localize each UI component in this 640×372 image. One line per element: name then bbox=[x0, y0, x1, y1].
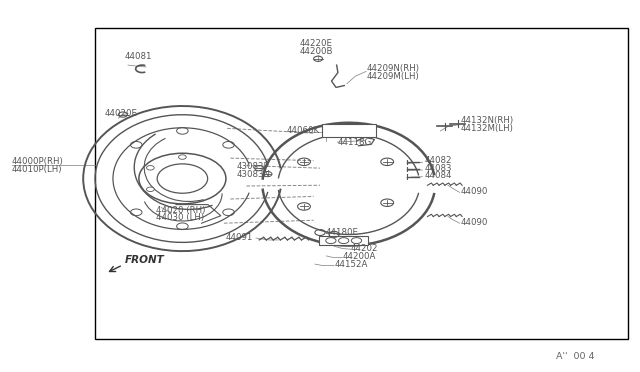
Text: 44220E: 44220E bbox=[300, 39, 333, 48]
Bar bbox=[319, 236, 368, 245]
Text: 44202: 44202 bbox=[351, 244, 378, 253]
Text: 44090: 44090 bbox=[461, 218, 488, 227]
Text: 44030 (LH): 44030 (LH) bbox=[156, 213, 204, 222]
Text: 44081: 44081 bbox=[125, 52, 152, 61]
Text: 43083N: 43083N bbox=[237, 170, 271, 179]
Circle shape bbox=[147, 166, 154, 170]
Text: 44180E: 44180E bbox=[325, 228, 358, 237]
Text: 44082: 44082 bbox=[424, 156, 452, 165]
Circle shape bbox=[147, 187, 154, 192]
Text: 44209M(LH): 44209M(LH) bbox=[366, 72, 419, 81]
Text: 44091: 44091 bbox=[225, 233, 253, 242]
Text: 44000P(RH): 44000P(RH) bbox=[12, 157, 63, 166]
Text: 44020 (RH): 44020 (RH) bbox=[156, 206, 205, 215]
Text: FRONT: FRONT bbox=[125, 256, 164, 265]
Text: 44152A: 44152A bbox=[334, 260, 367, 269]
Text: 44084: 44084 bbox=[424, 171, 452, 180]
Text: 44118G: 44118G bbox=[337, 138, 372, 147]
Bar bbox=[95, 28, 628, 339]
Text: 44060K: 44060K bbox=[287, 126, 320, 135]
Text: 44010P(LH): 44010P(LH) bbox=[12, 165, 62, 174]
Circle shape bbox=[179, 155, 186, 159]
Text: A''  00 4: A'' 00 4 bbox=[556, 352, 594, 361]
Text: 44090: 44090 bbox=[461, 187, 488, 196]
Text: 44200A: 44200A bbox=[342, 252, 376, 261]
Text: 44200B: 44200B bbox=[300, 47, 333, 56]
Text: 44132M(LH): 44132M(LH) bbox=[461, 124, 514, 133]
Text: 44132N(RH): 44132N(RH) bbox=[461, 116, 514, 125]
Text: 44020E: 44020E bbox=[104, 109, 138, 118]
Text: 44083: 44083 bbox=[424, 164, 452, 173]
Text: 44209N(RH): 44209N(RH) bbox=[366, 64, 419, 73]
Bar bbox=[322, 124, 376, 137]
Text: 43083P: 43083P bbox=[237, 162, 269, 171]
